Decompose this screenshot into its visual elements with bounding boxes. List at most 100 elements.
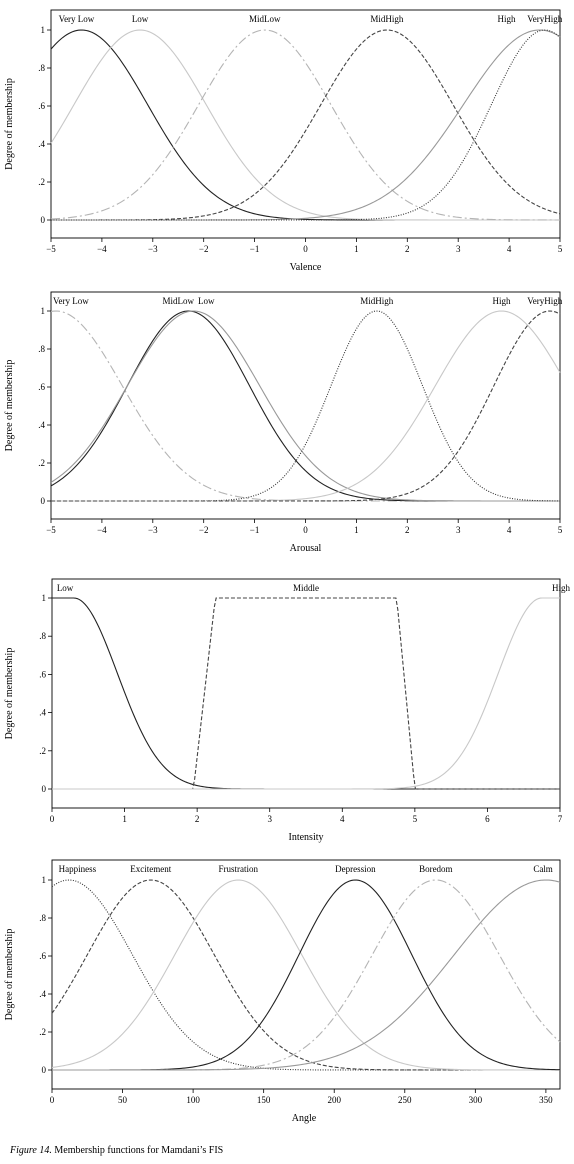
y-tick-label: .2 bbox=[39, 746, 46, 756]
series-line-excitement bbox=[51, 879, 560, 1071]
y-axis-label: Degree of membership bbox=[4, 929, 15, 1021]
chart-panel-1: 0 .2 .4 .6 .8 1 −5 −4 −3 −2 −1 0 1 2 3 4 5 Valence Degree … bbox=[4, 9, 563, 273]
series-label: Very Low bbox=[59, 14, 95, 24]
x-tick-label: 1 bbox=[354, 244, 359, 254]
series-label: Boredom bbox=[419, 864, 453, 874]
series-label: Depression bbox=[335, 864, 376, 874]
series-line-low bbox=[50, 29, 560, 221]
y-tick-label: 0 bbox=[41, 496, 46, 506]
figure-caption-text: Membership functions for Mamdani’s FIS bbox=[51, 1145, 224, 1156]
x-tick-label: 350 bbox=[539, 1095, 553, 1105]
series-label: MidHigh bbox=[360, 296, 394, 306]
figure-caption: Figure 14. Membership functions for Mamd… bbox=[10, 1145, 223, 1156]
x-tick-label: −3 bbox=[148, 525, 158, 535]
x-axis-label: Arousal bbox=[290, 543, 322, 554]
series-line-middle bbox=[52, 597, 560, 790]
y-tick-label: .6 bbox=[39, 669, 46, 679]
series-label: MidLow bbox=[249, 14, 281, 24]
series-label: High bbox=[552, 583, 571, 593]
x-tick-label: −3 bbox=[148, 244, 158, 254]
y-tick-label: 0 bbox=[42, 784, 47, 794]
series-line-midhigh bbox=[51, 29, 561, 221]
y-axis-label: Degree of membership bbox=[4, 648, 15, 740]
x-tick-label: 2 bbox=[405, 244, 410, 254]
y-tick-label: .8 bbox=[39, 913, 46, 923]
x-tick-label: −1 bbox=[250, 525, 260, 535]
y-tick-label: 0 bbox=[41, 215, 46, 225]
x-tick-label: −2 bbox=[199, 244, 209, 254]
x-tick-label: 3 bbox=[456, 244, 461, 254]
x-tick-label: 5 bbox=[558, 244, 563, 254]
x-tick-label: 4 bbox=[507, 244, 512, 254]
y-tick-label: .4 bbox=[39, 989, 46, 999]
chart-panel-4: 0 .2 .4 .6 .8 1 0 50 100 150 200 250 300 350 Angle Degr… bbox=[4, 859, 561, 1124]
figure-caption-label: Figure 14. bbox=[10, 1145, 52, 1156]
series-label: Excitement bbox=[130, 864, 171, 874]
x-tick-label: 200 bbox=[327, 1095, 341, 1105]
series-label: Middle bbox=[293, 583, 319, 593]
series-line-midhigh bbox=[51, 310, 561, 502]
y-tick-label: .6 bbox=[38, 382, 45, 392]
y-tick-label: .2 bbox=[39, 1027, 46, 1037]
x-tick-label: 5 bbox=[413, 814, 418, 824]
y-axis-label: Degree of membership bbox=[4, 78, 15, 170]
series-label: Low bbox=[57, 583, 74, 593]
x-tick-label: 6 bbox=[485, 814, 490, 824]
x-tick-label: 250 bbox=[398, 1095, 412, 1105]
x-tick-label: 0 bbox=[50, 1095, 55, 1105]
y-tick-label: .4 bbox=[38, 420, 45, 430]
x-tick-label: 0 bbox=[50, 814, 55, 824]
y-tick-label: .4 bbox=[38, 139, 45, 149]
series-line-calm bbox=[52, 879, 561, 1071]
series-line-very-low bbox=[50, 29, 560, 221]
series-line-high bbox=[51, 29, 561, 221]
x-tick-label: 300 bbox=[469, 1095, 483, 1105]
y-tick-label: .2 bbox=[38, 458, 45, 468]
x-tick-label: 5 bbox=[558, 525, 563, 535]
y-tick-label: 1 bbox=[41, 25, 46, 35]
x-tick-label: −2 bbox=[199, 525, 209, 535]
y-tick-label: .6 bbox=[39, 951, 46, 961]
y-tick-label: 1 bbox=[41, 306, 46, 316]
plot-frame bbox=[51, 578, 561, 809]
x-tick-label: 1 bbox=[122, 814, 127, 824]
x-tick-label: 150 bbox=[257, 1095, 271, 1105]
x-tick-label: 100 bbox=[186, 1095, 200, 1105]
x-tick-label: −5 bbox=[46, 525, 56, 535]
series-label: Calm bbox=[533, 864, 553, 874]
y-tick-label: .4 bbox=[39, 708, 46, 718]
series-label: Frustration bbox=[219, 864, 259, 874]
chart-panel-2: 0 .2 .4 .6 .8 1 −5 −4 −3 −2 −1 0 1 2 3 4 5 Arousal Degree … bbox=[4, 291, 563, 554]
y-tick-label: .8 bbox=[38, 344, 45, 354]
series-label: High bbox=[492, 296, 511, 306]
x-tick-label: 4 bbox=[340, 814, 345, 824]
plot-frame bbox=[50, 9, 561, 239]
x-tick-label: 4 bbox=[507, 525, 512, 535]
series-line-boredom bbox=[52, 879, 561, 1071]
x-tick-label: 2 bbox=[405, 525, 410, 535]
series-line-low bbox=[52, 597, 560, 790]
x-tick-label: 0 bbox=[303, 244, 308, 254]
plot-frame bbox=[51, 859, 561, 1090]
series-line-depression bbox=[52, 879, 561, 1071]
series-label: Low bbox=[132, 14, 149, 24]
x-axis-label: Angle bbox=[292, 1113, 317, 1124]
x-tick-label: 2 bbox=[195, 814, 200, 824]
y-tick-label: 1 bbox=[42, 875, 47, 885]
y-tick-label: 0 bbox=[42, 1065, 47, 1075]
series-line-frustration bbox=[51, 879, 560, 1071]
series-label: VeryHigh bbox=[527, 296, 562, 306]
x-axis-label: Valence bbox=[290, 262, 322, 273]
series-label: VeryHigh bbox=[527, 14, 562, 24]
series-line-veryhigh bbox=[51, 29, 561, 221]
series-line-veryhigh bbox=[51, 310, 561, 502]
x-tick-label: 3 bbox=[456, 525, 461, 535]
series-label: High bbox=[498, 14, 517, 24]
y-tick-label: .8 bbox=[39, 631, 46, 641]
x-tick-label: 1 bbox=[354, 525, 359, 535]
x-tick-label: −4 bbox=[97, 244, 107, 254]
y-tick-label: 1 bbox=[42, 593, 47, 603]
x-tick-label: 7 bbox=[558, 814, 563, 824]
x-tick-label: −4 bbox=[97, 525, 107, 535]
